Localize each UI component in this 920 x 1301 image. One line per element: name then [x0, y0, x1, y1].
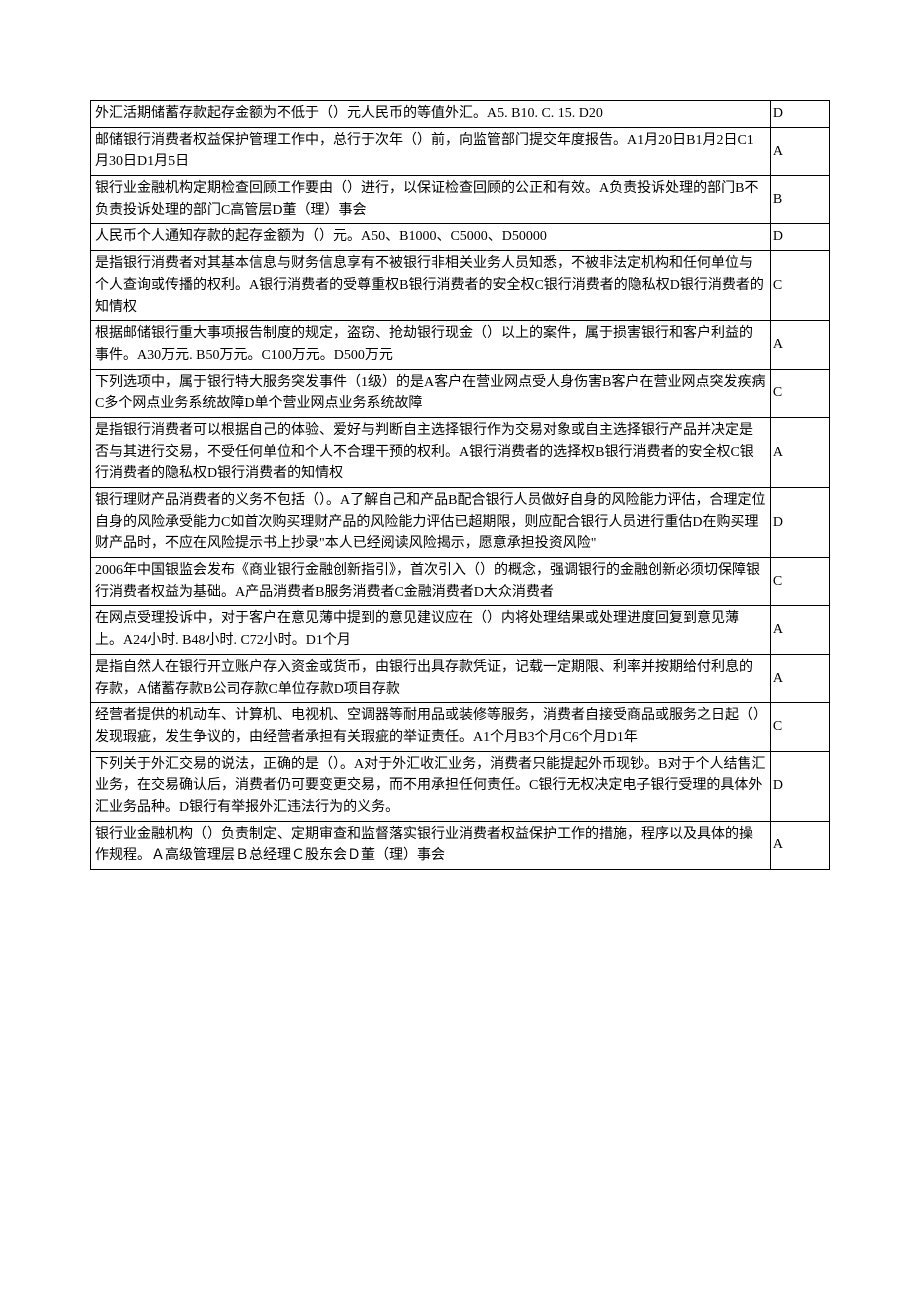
question-cell: 下列选项中，属于银行特大服务突发事件（1级）的是A客户在营业网点受人身伤害B客户… — [91, 369, 771, 417]
question-cell: 是指银行消费者可以根据自己的体验、爱好与判断自主选择银行作为交易对象或自主选择银… — [91, 417, 771, 487]
answer-cell: C — [770, 251, 829, 321]
question-cell: 根据邮储银行重大事项报告制度的规定，盗窃、抢劫银行现金（）以上的案件，属于损害银… — [91, 321, 771, 369]
answer-cell: D — [770, 224, 829, 251]
table-row: 2006年中国银监会发布《商业银行金融创新指引》，首次引入（）的概念，强调银行的… — [91, 558, 830, 606]
table-row: 人民币个人通知存款的起存金额为（）元。A50、B1000、C5000、D5000… — [91, 224, 830, 251]
question-cell: 邮储银行消费者权益保护管理工作中，总行于次年（）前，向监管部门提交年度报告。A1… — [91, 127, 771, 175]
table-body: 外汇活期储蓄存款起存金额为不低于（）元人民币的等值外汇。A5. B10. C. … — [91, 101, 830, 870]
question-cell: 银行理财产品消费者的义务不包括（）。A了解自己和产品B配合银行人员做好自身的风险… — [91, 488, 771, 558]
table-row: 是指银行消费者对其基本信息与财务信息享有不被银行非相关业务人员知悉，不被非法定机… — [91, 251, 830, 321]
table-row: 银行理财产品消费者的义务不包括（）。A了解自己和产品B配合银行人员做好自身的风险… — [91, 488, 830, 558]
question-cell: 下列关于外汇交易的说法，正确的是（）。A对于外汇收汇业务，消费者只能提起外币现钞… — [91, 751, 771, 821]
answer-cell: D — [770, 751, 829, 821]
table-row: 下列选项中，属于银行特大服务突发事件（1级）的是A客户在营业网点受人身伤害B客户… — [91, 369, 830, 417]
answer-cell: A — [770, 821, 829, 869]
answer-cell: A — [770, 127, 829, 175]
question-cell: 人民币个人通知存款的起存金额为（）元。A50、B1000、C5000、D5000… — [91, 224, 771, 251]
table-row: 根据邮储银行重大事项报告制度的规定，盗窃、抢劫银行现金（）以上的案件，属于损害银… — [91, 321, 830, 369]
table-row: 是指银行消费者可以根据自己的体验、爱好与判断自主选择银行作为交易对象或自主选择银… — [91, 417, 830, 487]
table-row: 在网点受理投诉中，对于客户在意见薄中提到的意见建议应在（）内将处理结果或处理进度… — [91, 606, 830, 654]
answer-cell: A — [770, 654, 829, 702]
answer-cell: C — [770, 369, 829, 417]
question-cell: 是指银行消费者对其基本信息与财务信息享有不被银行非相关业务人员知悉，不被非法定机… — [91, 251, 771, 321]
table-row: 是指自然人在银行开立账户存入资金或货币，由银行出具存款凭证，记载一定期限、利率并… — [91, 654, 830, 702]
question-cell: 银行业金融机构定期检查回顾工作要由（）进行，以保证检查回顾的公正和有效。A负责投… — [91, 176, 771, 224]
answer-cell: C — [770, 558, 829, 606]
answer-cell: C — [770, 703, 829, 751]
answer-cell: A — [770, 321, 829, 369]
table-row: 邮储银行消费者权益保护管理工作中，总行于次年（）前，向监管部门提交年度报告。A1… — [91, 127, 830, 175]
table-row: 下列关于外汇交易的说法，正确的是（）。A对于外汇收汇业务，消费者只能提起外币现钞… — [91, 751, 830, 821]
question-cell: 经营者提供的机动车、计算机、电视机、空调器等耐用品或装修等服务，消费者自接受商品… — [91, 703, 771, 751]
table-row: 银行业金融机构（）负责制定、定期审查和监督落实银行业消费者权益保护工作的措施，程… — [91, 821, 830, 869]
answer-cell: D — [770, 101, 829, 128]
answer-cell: D — [770, 488, 829, 558]
answer-cell: A — [770, 606, 829, 654]
answer-cell: A — [770, 417, 829, 487]
table-row: 银行业金融机构定期检查回顾工作要由（）进行，以保证检查回顾的公正和有效。A负责投… — [91, 176, 830, 224]
question-cell: 在网点受理投诉中，对于客户在意见薄中提到的意见建议应在（）内将处理结果或处理进度… — [91, 606, 771, 654]
exam-table: 外汇活期储蓄存款起存金额为不低于（）元人民币的等值外汇。A5. B10. C. … — [90, 100, 830, 870]
question-cell: 外汇活期储蓄存款起存金额为不低于（）元人民币的等值外汇。A5. B10. C. … — [91, 101, 771, 128]
question-cell: 银行业金融机构（）负责制定、定期审查和监督落实银行业消费者权益保护工作的措施，程… — [91, 821, 771, 869]
table-row: 外汇活期储蓄存款起存金额为不低于（）元人民币的等值外汇。A5. B10. C. … — [91, 101, 830, 128]
question-cell: 2006年中国银监会发布《商业银行金融创新指引》，首次引入（）的概念，强调银行的… — [91, 558, 771, 606]
answer-cell: B — [770, 176, 829, 224]
question-cell: 是指自然人在银行开立账户存入资金或货币，由银行出具存款凭证，记载一定期限、利率并… — [91, 654, 771, 702]
table-row: 经营者提供的机动车、计算机、电视机、空调器等耐用品或装修等服务，消费者自接受商品… — [91, 703, 830, 751]
